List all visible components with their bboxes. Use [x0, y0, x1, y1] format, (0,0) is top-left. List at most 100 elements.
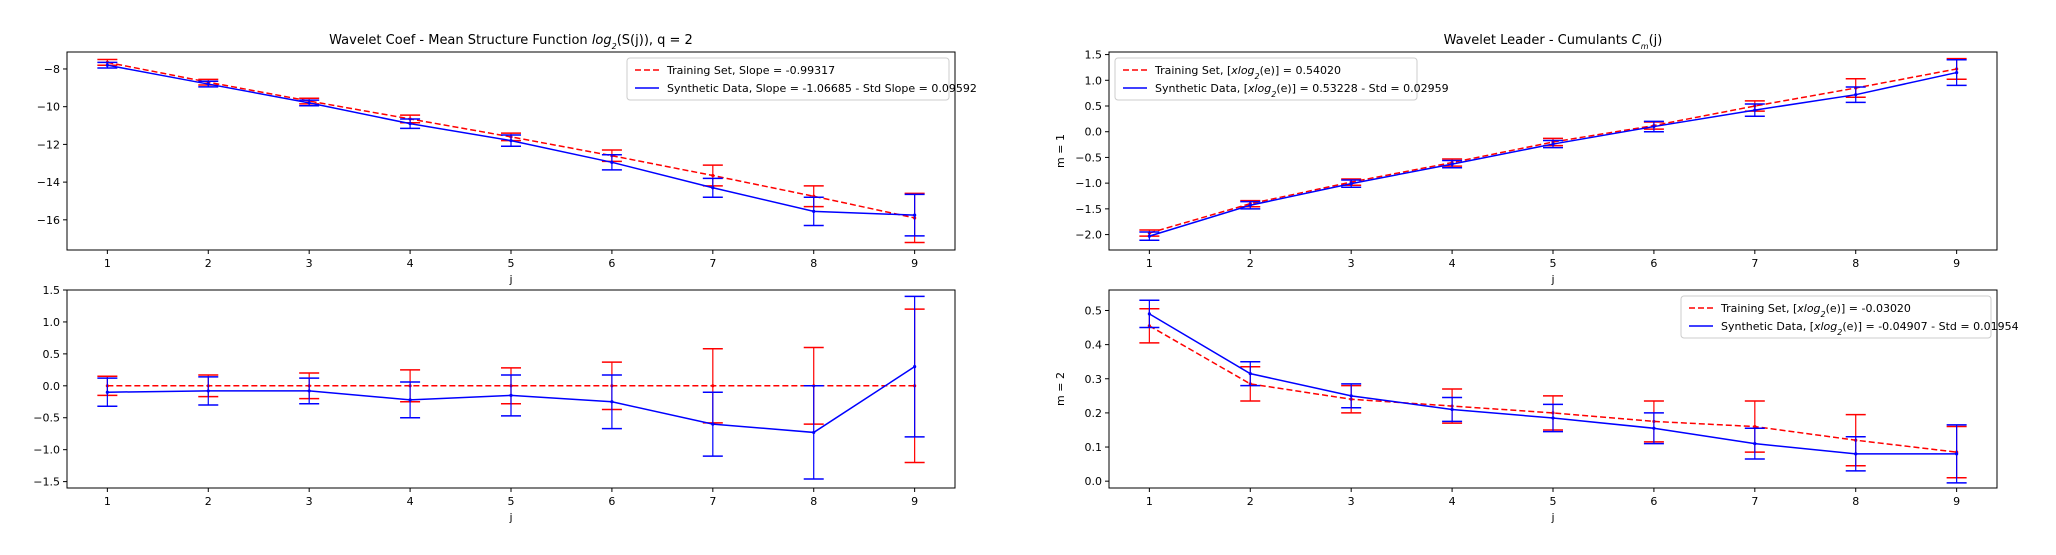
y-axis-label: m = 1: [1054, 134, 1067, 168]
x-axis-label: j: [1550, 511, 1554, 524]
data-point: [1955, 70, 1959, 75]
data-point: [610, 160, 614, 164]
x-tick-label: 2: [1247, 257, 1254, 270]
y-tick-label: −14: [37, 176, 60, 189]
chart-title: Wavelet Leader - Cumulants Cm(j): [1444, 33, 1663, 51]
x-axis-label: j: [508, 511, 512, 524]
data-point: [1652, 124, 1656, 129]
legend-entry: Training Set, Slope = -0.99317: [666, 64, 835, 77]
chart-2: 1 2 3 4 5 6 7 8 9 −1.5 −1.0 −0.5 0.0 0.5 1.0 1.5 j: [33, 284, 956, 524]
x-tick-label: 5: [1550, 495, 1557, 508]
data-point: [1450, 407, 1454, 412]
data-point: [610, 400, 614, 404]
legend-entry: Synthetic Data, [xlog2(e)] = 0.53228 - S…: [1155, 82, 1449, 99]
chart-4: 1 2 3 4 5 6 7 8 9 0.0 0.1 0.2 0.3 0.4 0.5 j m = 2 Trainin…: [1054, 289, 2019, 524]
x-tick-label: 8: [1852, 257, 1859, 270]
data-point: [1349, 182, 1353, 186]
y-tick-label: −0.5: [1075, 151, 1102, 164]
series-synthetic: [97, 295, 925, 480]
data-point: [105, 390, 109, 394]
x-axis-label: j: [508, 273, 512, 286]
data-point: [1450, 162, 1454, 166]
data-point: [307, 101, 311, 105]
data-point: [105, 63, 109, 67]
data-point: [711, 186, 715, 190]
x-tick-label: 9: [911, 495, 918, 508]
y-tick-label: −16: [37, 214, 60, 227]
x-tick-label: 4: [1449, 495, 1456, 508]
x-tick-label: 1: [104, 257, 111, 270]
chart-title: Wavelet Coef - Mean Structure Function l…: [329, 33, 693, 51]
y-tick-label: 1.5: [43, 284, 61, 297]
x-tick-label: 1: [1146, 257, 1153, 270]
x-tick-label: 7: [709, 257, 716, 270]
data-point: [1349, 394, 1353, 398]
x-tick-label: 4: [1449, 257, 1456, 270]
x-tick-label: 4: [407, 495, 414, 508]
x-tick-label: 3: [306, 257, 313, 270]
x-tick-label: 1: [1146, 495, 1153, 508]
y-tick-label: −1.0: [1075, 177, 1102, 190]
data-point: [1551, 416, 1555, 420]
x-tick-label: 2: [1247, 495, 1254, 508]
legend-box: [626, 57, 950, 101]
x-tick-label: 4: [407, 257, 414, 270]
x-tick-label: 7: [1751, 257, 1758, 270]
x-tick-label: 6: [1650, 495, 1657, 508]
x-tick-label: 6: [1650, 257, 1657, 270]
x-tick-label: 9: [911, 257, 918, 270]
legend: Training Set, [xlog2(e)] = 0.54020Synthe…: [1114, 57, 1449, 101]
y-axis-label: m = 2: [1054, 372, 1067, 406]
y-tick-label: −1.0: [33, 444, 60, 457]
legend-box: [1680, 295, 1992, 339]
data-point: [509, 393, 513, 397]
series-synthetic: [97, 61, 925, 237]
x-tick-label: 2: [205, 495, 212, 508]
y-tick-label: −0.5: [33, 412, 60, 425]
y-tick-label: 0.0: [1085, 475, 1103, 488]
data-point: [1753, 108, 1757, 112]
data-point: [1854, 93, 1858, 97]
data-point: [1854, 452, 1858, 456]
x-tick-label: 9: [1953, 495, 1960, 508]
data-point: [1955, 452, 1959, 456]
x-tick-label: 8: [810, 495, 817, 508]
x-tick-label: 7: [709, 495, 716, 508]
data-point: [307, 389, 311, 393]
x-tick-label: 3: [306, 495, 313, 508]
legend-entry: Synthetic Data, Slope = -1.06685 - Std S…: [667, 82, 977, 95]
y-tick-label: 0.0: [43, 380, 61, 393]
y-tick-label: 1.0: [43, 316, 61, 329]
y-tick-label: −12: [37, 138, 60, 151]
y-tick-label: −2.0: [1075, 229, 1102, 242]
chart-1: 1 2 3 4 5 6 7 8 9 −16 −14 −12 −10 −8 j Wavelet Coef - M…: [37, 33, 977, 286]
data-point: [913, 365, 917, 369]
x-tick-label: 6: [608, 257, 615, 270]
data-point: [812, 209, 816, 213]
y-tick-label: 0.0: [1085, 126, 1103, 139]
x-tick-label: 1: [104, 495, 111, 508]
data-point: [206, 389, 210, 393]
data-point: [711, 384, 715, 388]
y-tick-label: −1.5: [33, 476, 60, 489]
x-tick-label: 8: [810, 257, 817, 270]
x-tick-label: 5: [508, 495, 515, 508]
chart-3: 1 2 3 4 5 6 7 8 9 −2.0 −1.5 −1.0 −0.5 0.0 0.5 1.0 1.5 j m …: [1054, 33, 1998, 286]
data-point: [812, 430, 816, 435]
series-line: [1148, 325, 1957, 453]
y-tick-label: 0.4: [1085, 339, 1103, 352]
legend-entry: Training Set, [xlog2(e)] = -0.03020: [1720, 302, 1911, 319]
y-tick-label: 0.5: [43, 348, 61, 361]
y-tick-label: 0.3: [1085, 373, 1103, 386]
x-tick-label: 3: [1348, 495, 1355, 508]
x-tick-label: 7: [1751, 495, 1758, 508]
y-tick-label: 1.0: [1085, 74, 1103, 87]
x-tick-label: 9: [1953, 257, 1960, 270]
x-tick-label: 5: [1550, 257, 1557, 270]
data-point: [1652, 426, 1656, 430]
y-tick-label: −8: [44, 63, 60, 76]
y-tick-label: −10: [37, 101, 60, 114]
legend: Training Set, [xlog2(e)] = -0.03020Synth…: [1680, 295, 2019, 339]
data-point: [408, 398, 412, 402]
x-tick-label: 2: [205, 257, 212, 270]
